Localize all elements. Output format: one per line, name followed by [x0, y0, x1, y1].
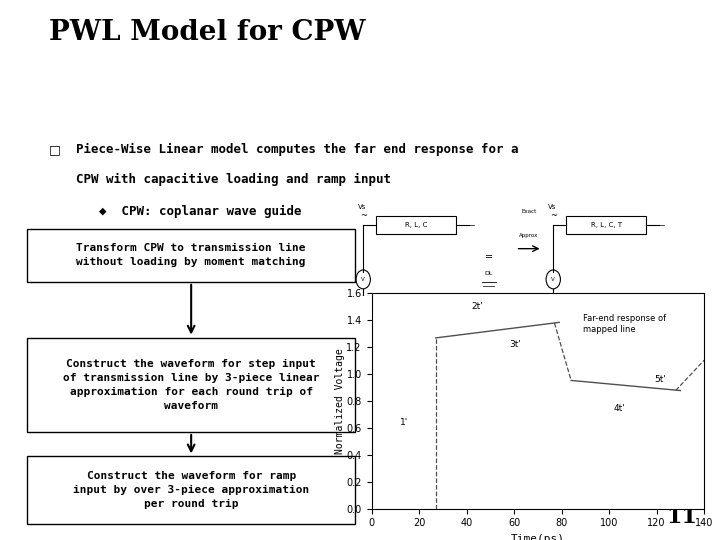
Text: Far-end response of
mapped line: Far-end response of mapped line — [583, 314, 666, 334]
Text: 2t': 2t' — [472, 302, 483, 311]
Text: V: V — [552, 277, 555, 282]
Text: ~: ~ — [549, 211, 557, 220]
Text: Construct the waveform for ramp
input by over 3-piece approximation
per round tr: Construct the waveform for ramp input by… — [73, 471, 310, 509]
Text: 1': 1' — [400, 418, 408, 427]
Text: Piece-Wise Linear model computes the far end response for a: Piece-Wise Linear model computes the far… — [76, 143, 519, 156]
Text: 5t': 5t' — [654, 375, 666, 384]
Text: R, L, C, T: R, L, C, T — [590, 222, 621, 228]
Text: 3t': 3t' — [509, 340, 521, 349]
Text: R, L, C: R, L, C — [405, 222, 427, 228]
Text: 4t': 4t' — [614, 404, 626, 414]
Bar — [376, 215, 456, 234]
Text: ~: ~ — [359, 211, 366, 220]
Text: Vs: Vs — [358, 204, 366, 210]
Text: V: V — [361, 277, 365, 282]
Text: Approx: Approx — [519, 233, 539, 238]
Text: 11: 11 — [666, 506, 697, 528]
Text: CPW with capacitive loading and ramp input: CPW with capacitive loading and ramp inp… — [76, 173, 392, 186]
Text: Vs: Vs — [548, 204, 557, 210]
Text: Transform CPW to transmission line
without loading by moment matching: Transform CPW to transmission line witho… — [76, 244, 306, 267]
Bar — [27, 229, 355, 282]
X-axis label: Time(ps): Time(ps) — [510, 534, 564, 540]
Text: Exact: Exact — [521, 209, 536, 214]
Text: =: = — [485, 253, 492, 262]
Bar — [566, 215, 647, 234]
Text: ◆  CPW: coplanar wave guide: ◆ CPW: coplanar wave guide — [99, 205, 302, 218]
Y-axis label: Normalized Voltage: Normalized Voltage — [335, 348, 345, 454]
Bar — [27, 456, 355, 524]
Text: DL: DL — [485, 271, 493, 275]
Text: □: □ — [49, 143, 60, 156]
Text: Construct the waveform for step input
of transmission line by 3-piece linear
app: Construct the waveform for step input of… — [63, 359, 320, 411]
Bar — [27, 338, 355, 432]
Text: PWL Model for CPW: PWL Model for CPW — [49, 19, 366, 46]
